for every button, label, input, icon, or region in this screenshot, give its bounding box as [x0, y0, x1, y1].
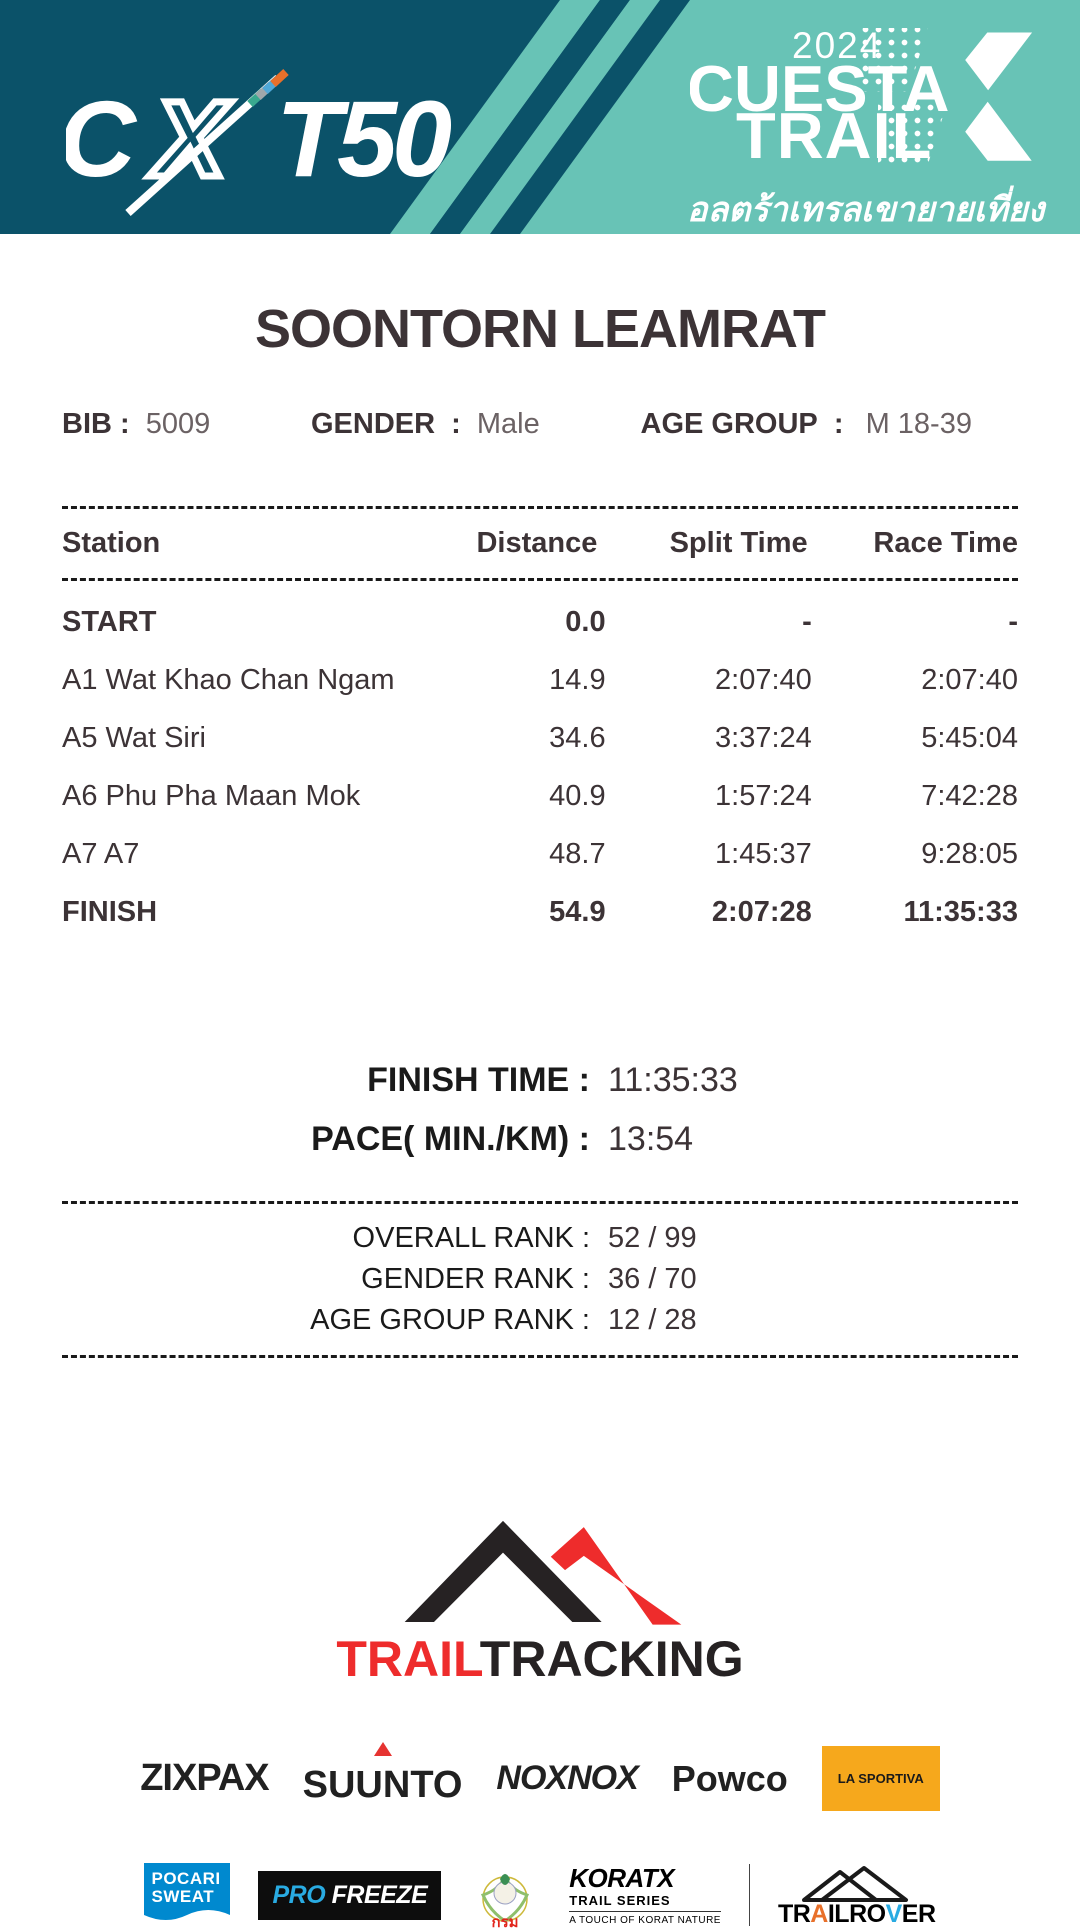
svg-text:กรม: กรม: [492, 1914, 519, 1931]
svg-text:TRAIL: TRAIL: [736, 99, 932, 172]
svg-text:C: C: [66, 78, 138, 199]
svg-text:T50: T50: [276, 78, 452, 199]
